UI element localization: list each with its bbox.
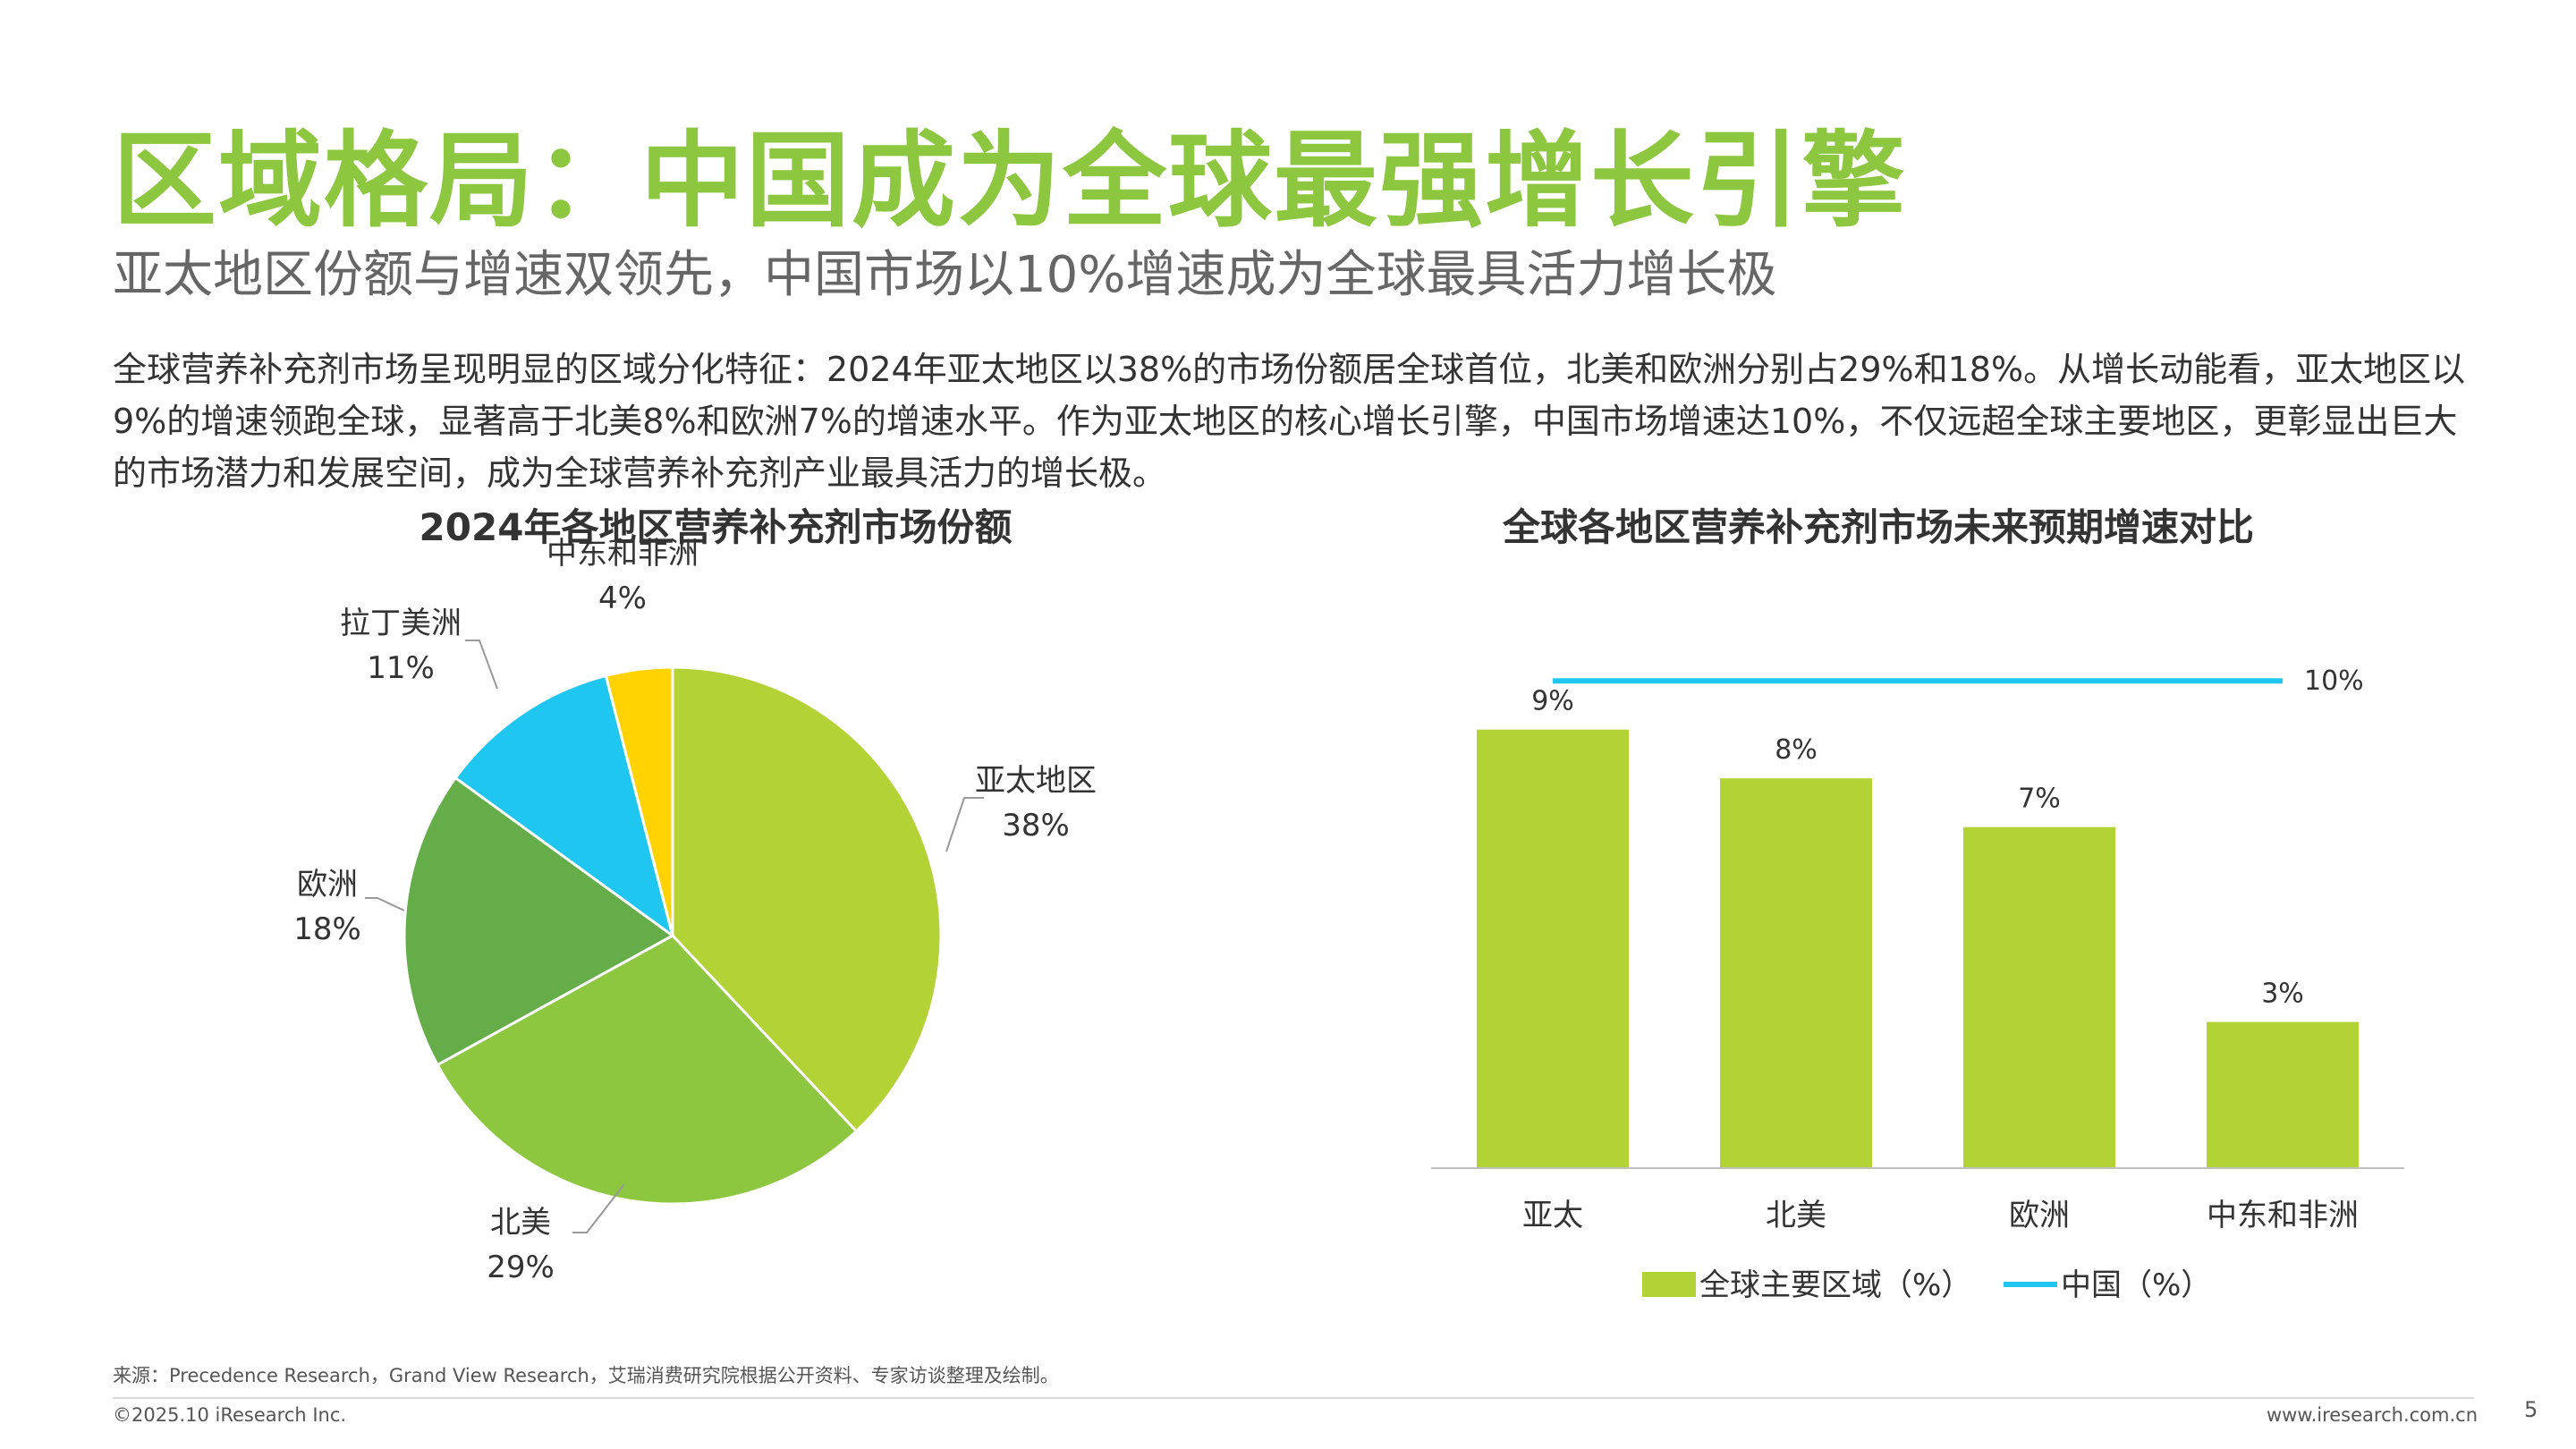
pie-slice-label: 亚太地区 bbox=[975, 763, 1097, 799]
pie-slice-label: 北美 bbox=[490, 1205, 551, 1241]
footer-divider bbox=[113, 1397, 2474, 1399]
pie-leader-line bbox=[945, 797, 984, 852]
bar-data-label: 7% bbox=[2018, 784, 2061, 815]
pie-slice-label: 拉丁美洲 bbox=[340, 606, 462, 641]
bar-data-label: 8% bbox=[1775, 734, 1818, 766]
pie-slice-value: 4% bbox=[598, 580, 647, 616]
legend-label: 全球主要区域（%） bbox=[1699, 1267, 1971, 1303]
x-tick-label: 中东和非洲 bbox=[2207, 1198, 2359, 1233]
pie-slice bbox=[604, 665, 674, 936]
page-title: 区域格局：中国成为全球最强增长引擎 bbox=[113, 121, 1907, 242]
bar bbox=[1477, 729, 1629, 1168]
pie-slice bbox=[453, 674, 675, 939]
legend-swatch-bar bbox=[1642, 1272, 1696, 1297]
bar-chart-title: 全球各地区营养补充剂市场未来预期增速对比 bbox=[1502, 505, 2254, 549]
x-tick-label: 欧洲 bbox=[2009, 1198, 2070, 1233]
pie-slice-value: 18% bbox=[293, 911, 361, 947]
source-note: 来源：Precedence Research，Grand View Resear… bbox=[113, 1365, 1059, 1386]
body-paragraph: 全球营养补充剂市场呈现明显的区域分化特征：2024年亚太地区以38%的市场份额居… bbox=[113, 350, 2466, 493]
pie-leader-line bbox=[465, 640, 498, 690]
pie-chart-title: 2024年各地区营养补充剂市场份额 bbox=[419, 505, 1013, 549]
copyright-text: ©2025.10 iResearch Inc. bbox=[113, 1404, 347, 1426]
bar bbox=[2207, 1021, 2359, 1168]
pie-slice bbox=[402, 775, 675, 1067]
bar-data-label: 9% bbox=[1531, 686, 1574, 717]
x-tick-label: 亚太 bbox=[1522, 1198, 1583, 1233]
bar bbox=[1720, 778, 1872, 1168]
pie-slice-label: 欧洲 bbox=[297, 867, 358, 902]
website-link[interactable]: www.iresearch.com.cn bbox=[2266, 1404, 2478, 1426]
pie-slice-value: 38% bbox=[1002, 808, 1070, 843]
bar-data-label: 3% bbox=[2261, 979, 2304, 1010]
legend-label: 中国（%） bbox=[2061, 1267, 2211, 1303]
page-number: 5 bbox=[2524, 1397, 2538, 1422]
x-tick-label: 北美 bbox=[1766, 1198, 1826, 1233]
line-data-label: 10% bbox=[2304, 665, 2364, 697]
pie-slice-value: 11% bbox=[367, 650, 435, 686]
pie-leader-line bbox=[365, 897, 405, 911]
bar bbox=[1963, 826, 2115, 1168]
pie-slice bbox=[671, 665, 943, 1133]
pie-slice bbox=[436, 934, 859, 1206]
pie-slice-value: 29% bbox=[487, 1250, 555, 1285]
pie-leader-line bbox=[572, 1183, 625, 1233]
page-subtitle: 亚太地区份额与增速双领先，中国市场以10%增速成为全球最具活力增长极 bbox=[113, 246, 1777, 304]
